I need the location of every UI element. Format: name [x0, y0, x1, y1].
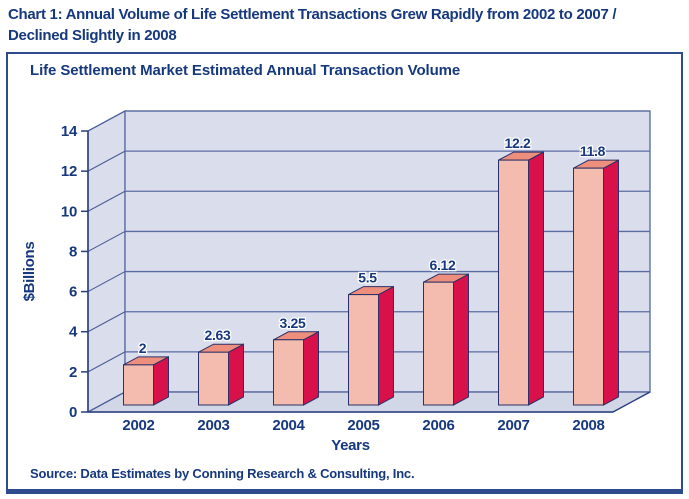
y-tick-label: 6	[69, 284, 77, 301]
y-tick-label: 4	[69, 324, 78, 341]
bar-front-face	[273, 339, 304, 406]
bar-front-face	[198, 351, 229, 406]
floor-right-edge	[612, 391, 651, 413]
bar-2008	[573, 159, 619, 406]
bar-side-face	[603, 159, 619, 406]
bar-2002	[123, 356, 169, 406]
bar-2004	[273, 330, 319, 406]
x-axis-title: Years	[331, 437, 370, 454]
y-tick-label: 8	[69, 243, 77, 260]
y-tick-label: 10	[61, 203, 77, 220]
bar-2003	[198, 343, 244, 406]
header-line-1: Chart 1: Annual Volume of Life Settlemen…	[8, 6, 617, 23]
bar-2005	[348, 285, 394, 406]
bar-2006	[423, 273, 469, 406]
bar-value-label: 3.25	[279, 315, 306, 331]
bar-front-face	[498, 159, 529, 406]
bar-side-face	[528, 151, 544, 406]
x-tick-label: 2004	[272, 417, 305, 434]
header-line-2: Declined Slightly in 2008	[8, 27, 177, 44]
source-note: Source: Data Estimates by Conning Resear…	[30, 466, 415, 481]
bar-side-face	[228, 343, 244, 406]
side-wall-gridline	[87, 110, 126, 132]
side-wall-gridline	[87, 230, 126, 252]
bar-value-label: 5.5	[358, 270, 377, 286]
y-axis-title: $Billions	[21, 242, 38, 302]
y-tick-label: 0	[69, 404, 77, 421]
bar-front-face	[423, 281, 454, 406]
side-wall-gridline	[87, 190, 126, 212]
bar-side-face	[453, 273, 469, 406]
x-tick-label: 2008	[572, 417, 604, 434]
y-tick-label: 2	[69, 364, 77, 381]
side-wall-gridline	[87, 271, 126, 293]
bar-value-label: 2	[139, 340, 147, 356]
side-wall-gridline	[87, 351, 126, 373]
x-tick-label: 2007	[497, 417, 529, 434]
bar-value-label: 12.2	[504, 135, 531, 151]
bar-front-face	[123, 364, 154, 406]
bar-side-face	[303, 330, 319, 406]
x-tick-label: 2006	[422, 417, 454, 434]
page-header: Chart 1: Annual Volume of Life Settlemen…	[8, 4, 686, 46]
bar-value-label: 6.12	[429, 257, 456, 273]
side-wall-gridline	[87, 391, 126, 413]
bar-value-label: 11.8	[580, 143, 606, 159]
x-tick-label: 2005	[347, 417, 379, 434]
left-wall	[87, 109, 126, 414]
bar-side-face	[378, 285, 394, 406]
bar-front-face	[573, 167, 604, 406]
y-tick-label: 12	[61, 163, 77, 180]
bar-2007	[498, 151, 544, 406]
y-tick-label: 14	[61, 123, 78, 140]
bar-front-face	[348, 294, 379, 406]
x-tick-label: 2003	[197, 417, 229, 434]
side-wall-gridline	[87, 150, 126, 172]
side-wall-gridline	[87, 311, 126, 333]
bar-value-label: 2.63	[204, 327, 231, 343]
chart-title: Life Settlement Market Estimated Annual …	[30, 62, 461, 79]
x-tick-label: 2002	[122, 417, 154, 434]
